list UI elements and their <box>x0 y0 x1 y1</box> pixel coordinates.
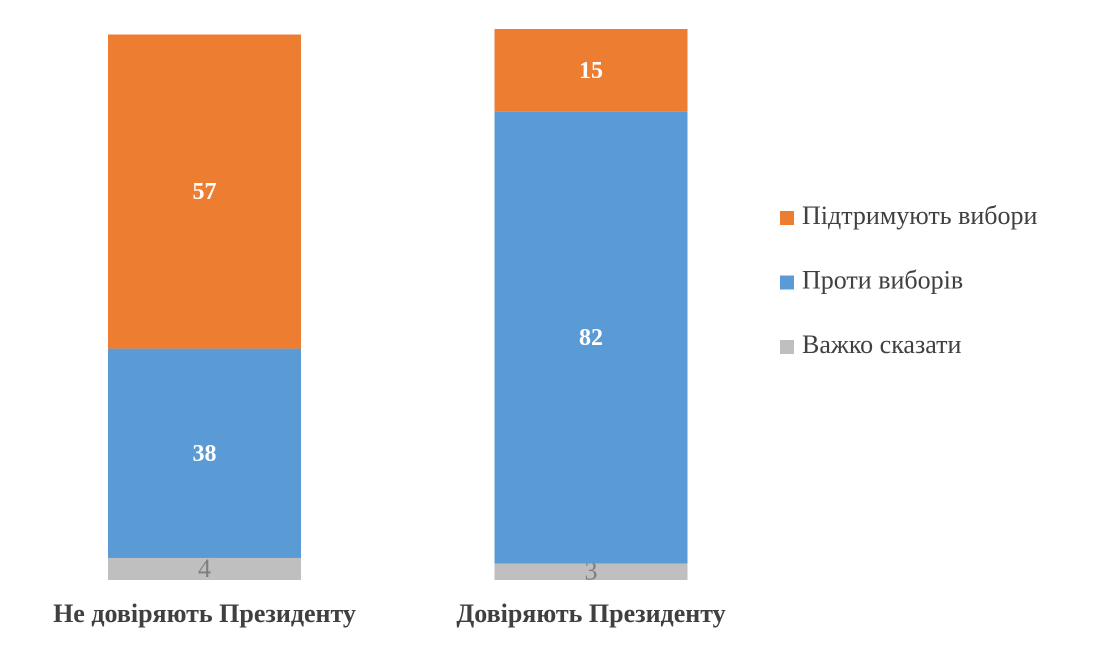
bar-segment <box>494 563 688 580</box>
legend-label: Проти виборів <box>802 265 963 294</box>
x-tick-label: Довіряють Президенту <box>456 599 725 628</box>
data-label: 57 <box>193 179 217 205</box>
legend-label: Важко сказати <box>802 330 961 359</box>
legend-swatch <box>780 211 794 225</box>
x-tick-label: Не довіряють Президенту <box>53 599 356 628</box>
data-label: 3 <box>585 557 598 586</box>
legend-swatch <box>780 275 794 290</box>
legend-label: Підтримують вибори <box>802 201 1037 230</box>
bar-segment <box>108 557 301 580</box>
data-label: 15 <box>579 58 603 84</box>
data-label: 4 <box>198 554 211 583</box>
bar-segment <box>108 34 301 349</box>
data-label: 38 <box>193 441 217 467</box>
bar-segment <box>494 111 688 564</box>
legend-swatch <box>780 340 794 354</box>
data-label: 82 <box>579 325 603 351</box>
bar-segment <box>108 348 301 558</box>
bar-segment <box>494 29 688 112</box>
